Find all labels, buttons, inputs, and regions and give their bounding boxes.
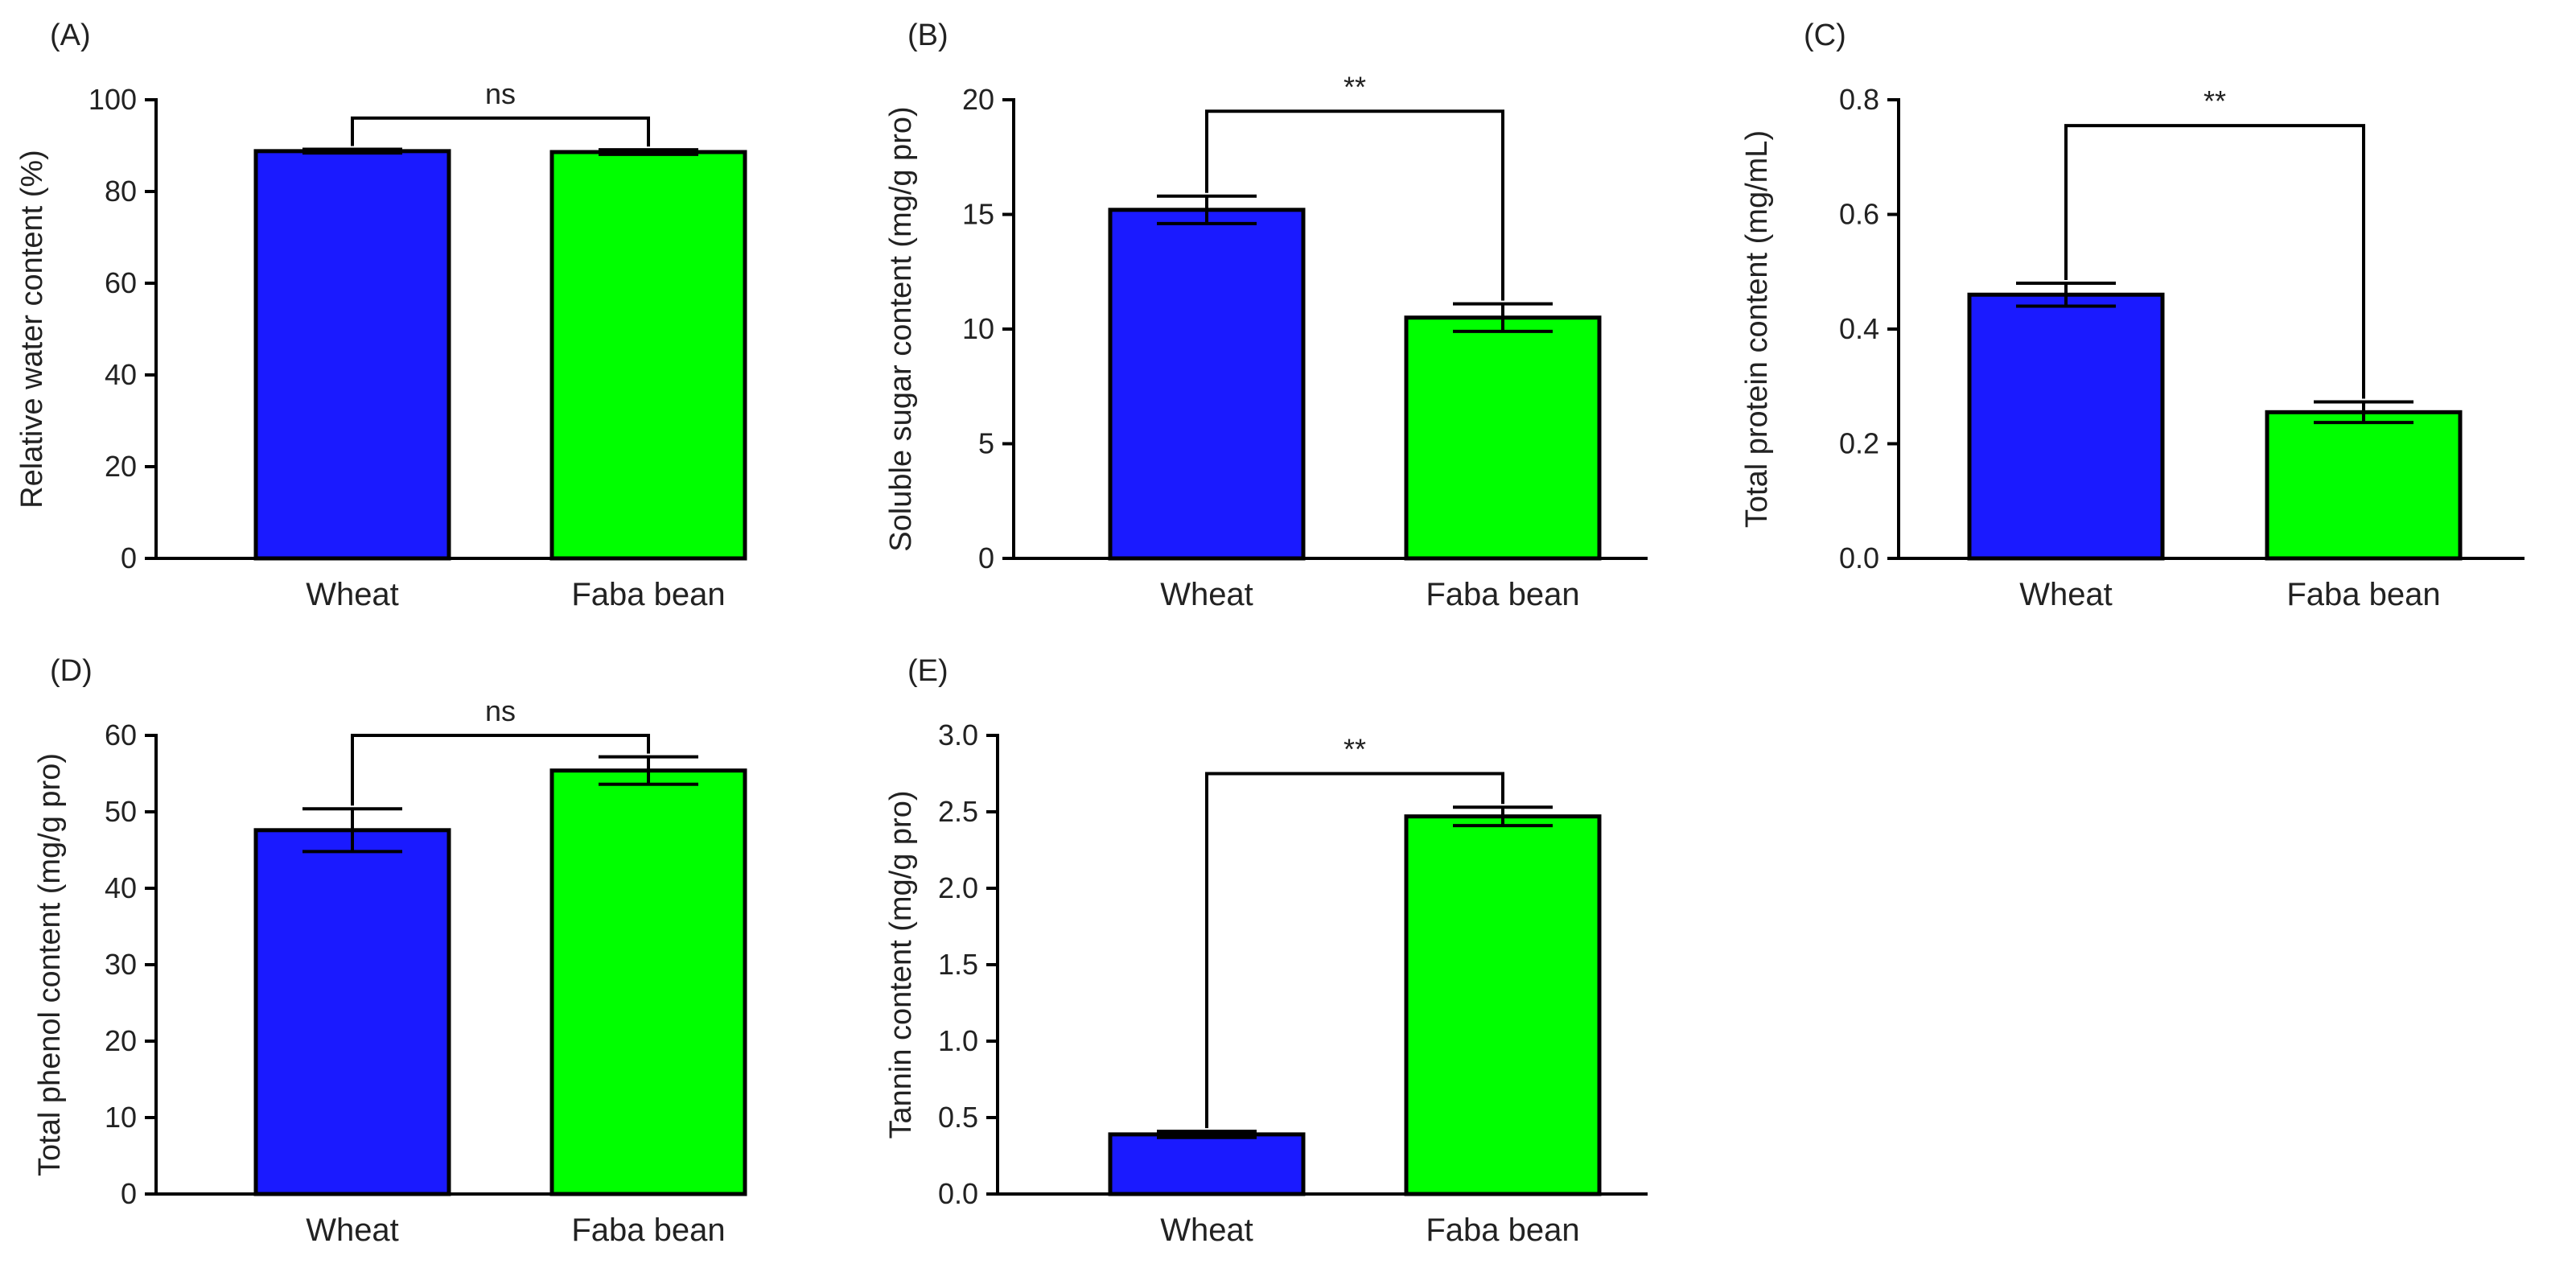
chart-panel-5: (E) 0.0 0.5 1.0 1.5 2.0 2.5 3.0 Tannin content (… xyxy=(884,654,1648,1248)
category-label: Wheat xyxy=(1160,577,1253,612)
category-label: Wheat xyxy=(306,1213,399,1248)
bar-faba-bean xyxy=(2265,410,2463,561)
y-tick-label: 10 xyxy=(962,312,994,345)
category-label: Faba bean xyxy=(1426,1213,1579,1248)
y-tick-label: 0.0 xyxy=(1839,541,1879,574)
chart-panel-3: (C) 0.0 0.2 0.4 0.6 0.8 Total protein content … xyxy=(1740,19,2525,612)
bar-faba-bean xyxy=(1404,315,1602,561)
bar-faba-bean xyxy=(1404,814,1602,1196)
chart-panel-2: (B) 0 5 10 15 20 Soluble sugar content (mg/g p… xyxy=(884,19,1648,612)
y-tick-label: 100 xyxy=(88,83,137,116)
significance-bracket xyxy=(351,116,650,147)
chart-panel-1: (A) 0 20 40 60 80 100 Relative water content (%… xyxy=(15,19,747,612)
y-tick-label: 20 xyxy=(105,1024,137,1057)
y-tick-label: 2.0 xyxy=(938,871,978,904)
y-tick-label: 1.5 xyxy=(938,948,978,981)
significance-label: ** xyxy=(1344,70,1366,103)
y-tick-label: 2.5 xyxy=(938,795,978,828)
y-tick-label: 0 xyxy=(121,541,137,574)
y-tick-label: 40 xyxy=(105,871,137,904)
category-label: Faba bean xyxy=(571,577,725,612)
significance-bracket xyxy=(351,734,650,806)
y-axis-label: Total protein content (mg/mL) xyxy=(1740,130,1774,528)
y-tick-label: 30 xyxy=(105,948,137,981)
panel-label: (E) xyxy=(907,654,949,688)
y-axis-label: Tannin content (mg/g pro) xyxy=(884,790,918,1138)
y-tick-label: 60 xyxy=(105,718,137,751)
bar-wheat xyxy=(253,828,451,1196)
category-label: Faba bean xyxy=(571,1213,725,1248)
significance-label: ** xyxy=(2204,84,2226,117)
bar-faba-bean xyxy=(549,150,747,561)
significance-label: ** xyxy=(1344,733,1366,766)
category-label: Wheat xyxy=(1160,1213,1253,1248)
y-tick-label: 60 xyxy=(105,266,137,299)
y-tick-label: 0.2 xyxy=(1839,427,1879,460)
y-tick-label: 5 xyxy=(978,427,994,460)
significance-bracket xyxy=(1205,109,1504,301)
y-axis-label: Relative water content (%) xyxy=(15,150,49,508)
significance-bracket xyxy=(1205,772,1504,1129)
significance-label: ns xyxy=(485,694,516,727)
y-tick-label: 40 xyxy=(105,358,137,391)
panel-label: (B) xyxy=(907,19,949,52)
bar-faba-bean xyxy=(549,768,747,1196)
y-tick-label: 10 xyxy=(105,1101,137,1134)
chart-panel-4: (D) 0 10 20 30 40 50 60 Total phenol content (mg… xyxy=(33,654,747,1248)
significance-bracket xyxy=(2064,124,2365,399)
y-tick-label: 20 xyxy=(105,450,137,483)
category-label: Faba bean xyxy=(1426,577,1579,612)
bar-wheat xyxy=(1967,292,2165,561)
y-tick-label: 0 xyxy=(121,1177,137,1210)
panel-label: (A) xyxy=(50,19,91,52)
y-tick-label: 0.0 xyxy=(938,1177,978,1210)
panel-label: (C) xyxy=(1804,19,1846,52)
y-tick-label: 80 xyxy=(105,175,137,208)
y-tick-label: 15 xyxy=(962,198,994,231)
y-tick-label: 20 xyxy=(962,83,994,116)
y-tick-label: 1.0 xyxy=(938,1024,978,1057)
category-label: Wheat xyxy=(306,577,399,612)
y-tick-label: 0 xyxy=(978,541,994,574)
y-tick-label: 3.0 xyxy=(938,718,978,751)
bar-wheat xyxy=(1108,1132,1306,1196)
y-tick-label: 0.6 xyxy=(1839,198,1879,231)
bar-wheat xyxy=(1108,208,1306,561)
y-tick-label: 0.4 xyxy=(1839,312,1879,345)
category-label: Wheat xyxy=(2019,577,2113,612)
bar-wheat xyxy=(253,149,451,561)
y-axis-label: Total phenol content (mg/g pro) xyxy=(33,753,67,1176)
y-axis-label: Soluble sugar content (mg/g pro) xyxy=(884,106,918,551)
y-tick-label: 50 xyxy=(105,795,137,828)
panel-label: (D) xyxy=(50,654,93,688)
y-tick-label: 0.5 xyxy=(938,1101,978,1134)
category-label: Faba bean xyxy=(2286,577,2440,612)
significance-label: ns xyxy=(485,77,516,110)
y-tick-label: 0.8 xyxy=(1839,83,1879,116)
